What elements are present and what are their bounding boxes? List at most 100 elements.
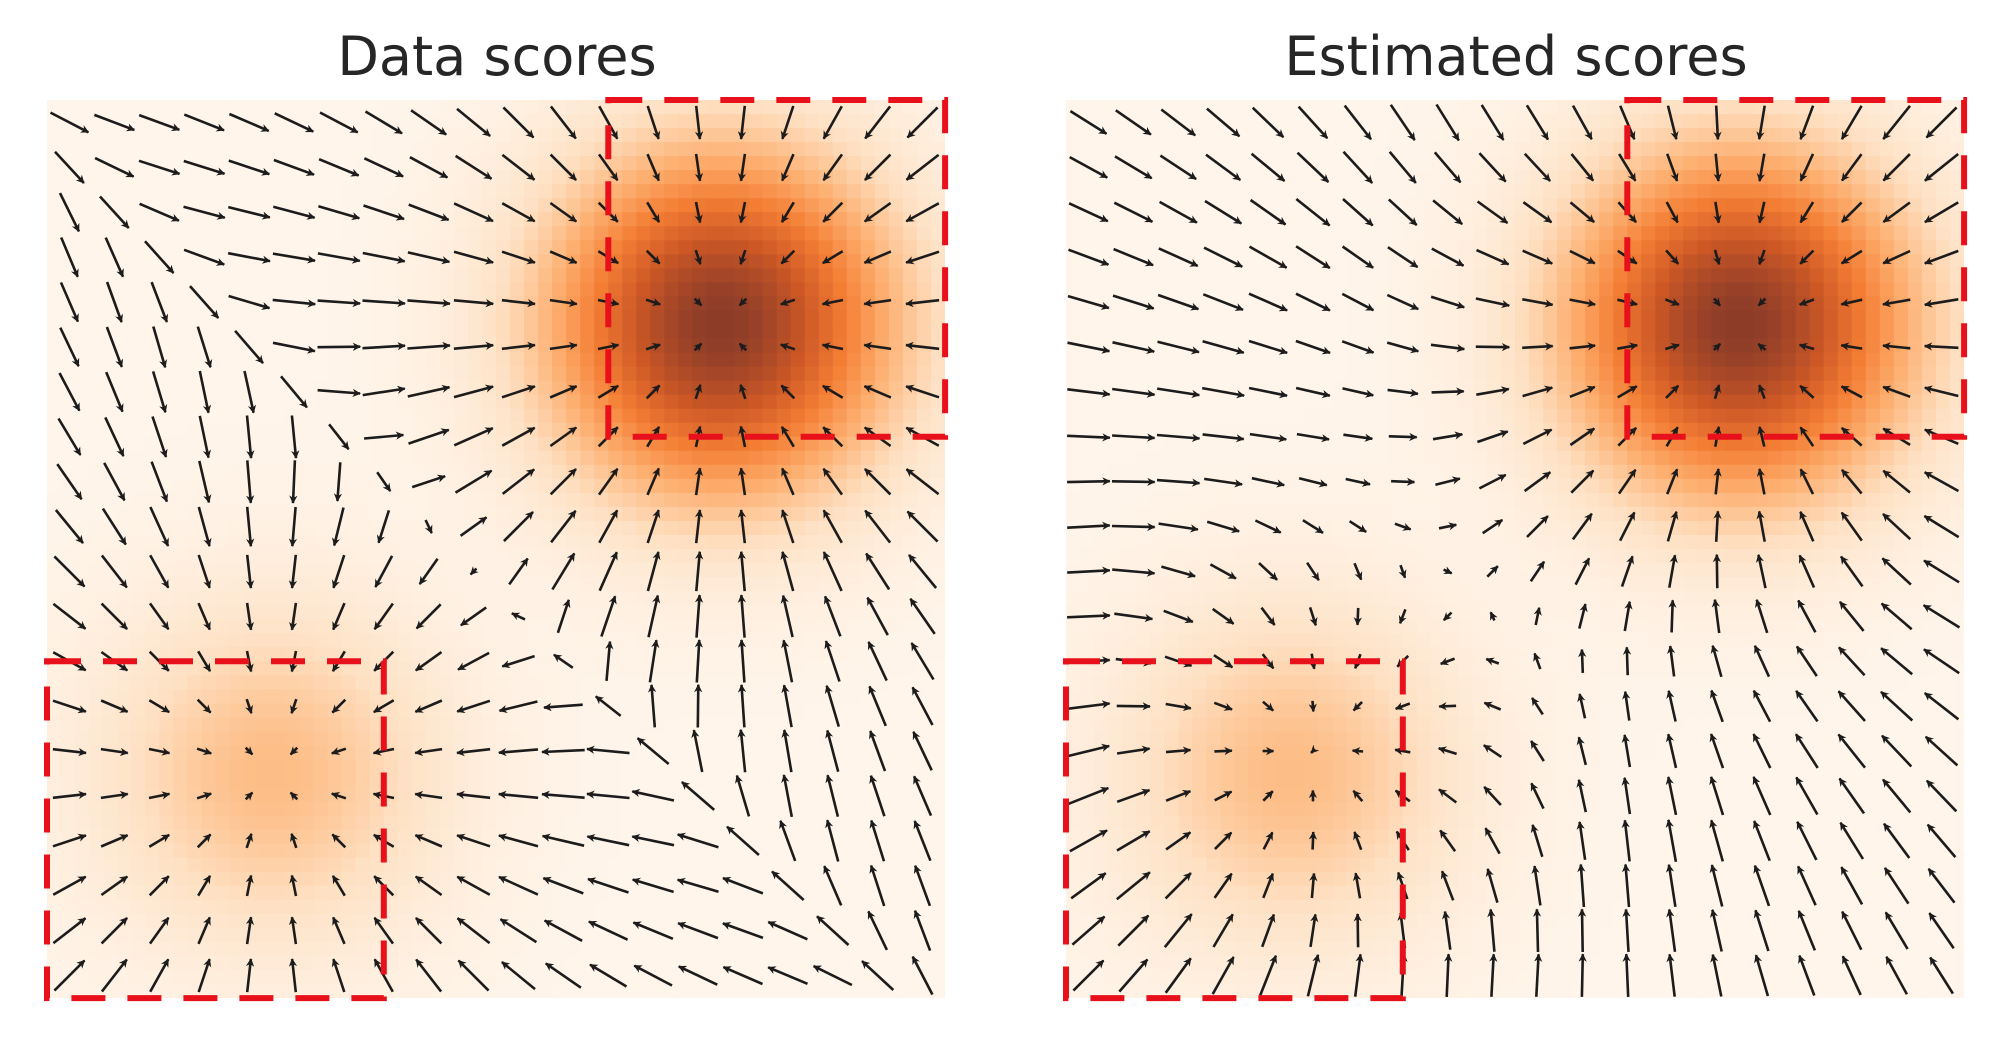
score-arrow: [245, 874, 254, 897]
score-arrow: [693, 297, 703, 307]
score-arrow: [317, 298, 361, 308]
score-arrow: [501, 468, 535, 495]
score-arrow: [1712, 553, 1722, 589]
score-arrow: [1757, 201, 1766, 224]
score-arrow: [1571, 104, 1593, 141]
score-arrow: [456, 107, 491, 138]
score-arrow: [1483, 744, 1503, 758]
score-arrow: [605, 640, 614, 682]
score-arrow: [646, 153, 660, 182]
score-arrow: [738, 201, 747, 224]
score-arrow: [1117, 914, 1150, 947]
score-arrow: [694, 550, 704, 592]
score-arrow: [415, 651, 443, 672]
score-arrow: [498, 700, 538, 714]
score-arrow: [1342, 198, 1374, 227]
score-arrow: [1713, 105, 1722, 141]
score-arrow: [1796, 821, 1818, 861]
score-arrow: [1799, 105, 1815, 140]
score-arrow: [1297, 105, 1329, 140]
score-arrow: [1837, 733, 1867, 769]
score-arrow: [1623, 600, 1633, 632]
score-arrow: [58, 192, 81, 233]
score-arrow: [1437, 746, 1457, 756]
score-arrow: [1840, 468, 1863, 495]
score-arrow: [104, 237, 125, 278]
score-arrow: [1576, 778, 1588, 813]
score-arrow: [149, 554, 170, 589]
score-arrow: [1261, 653, 1275, 670]
score-arrow: [1435, 476, 1461, 486]
score-arrow: [633, 964, 673, 987]
score-arrow: [415, 958, 443, 993]
score-arrow: [1923, 342, 1959, 351]
score-arrow: [1577, 863, 1586, 908]
score-arrow: [1576, 821, 1587, 860]
score-arrow: [331, 554, 346, 589]
score-arrow: [1533, 652, 1542, 670]
score-arrow: [1389, 104, 1416, 141]
score-arrow: [906, 106, 939, 139]
score-arrow: [781, 639, 794, 683]
score-arrow: [1295, 197, 1331, 227]
score-arrow: [148, 602, 170, 631]
score-arrow: [1341, 245, 1374, 269]
score-arrow: [196, 833, 212, 849]
score-arrow: [598, 551, 618, 592]
score-arrow: [1163, 609, 1194, 624]
score-arrow: [737, 153, 747, 182]
score-arrow: [1158, 200, 1198, 224]
score-arrow: [1798, 298, 1815, 307]
score-arrow: [911, 686, 934, 726]
score-arrow: [1882, 298, 1911, 308]
score-arrow: [1431, 387, 1465, 396]
score-arrow: [646, 551, 661, 592]
score-arrow: [1753, 864, 1771, 907]
score-arrow: [542, 876, 584, 895]
score-arrow: [779, 820, 797, 862]
score-arrow: [149, 958, 170, 993]
score-arrow: [598, 105, 619, 140]
score-arrow: [1569, 298, 1596, 308]
score-arrow: [150, 281, 169, 323]
score-arrow: [1211, 607, 1235, 625]
score-arrow: [1667, 645, 1676, 677]
score-arrow: [905, 468, 940, 496]
score-arrow: [1665, 863, 1677, 907]
score-arrow: [1111, 477, 1156, 487]
score-arrow: [1531, 697, 1544, 716]
score-arrow: [317, 388, 361, 398]
score-arrow: [1837, 646, 1866, 677]
score-arrow: [1067, 294, 1110, 310]
score-arrow: [333, 462, 343, 502]
score-arrow: [1923, 648, 1960, 675]
score-arrow: [1841, 910, 1863, 951]
score-arrow: [148, 833, 170, 848]
score-arrow: [909, 598, 936, 635]
score-arrow: [1476, 200, 1509, 225]
score-arrow: [1205, 153, 1242, 182]
score-arrow: [1067, 477, 1111, 486]
score-arrow: [780, 298, 796, 306]
score-arrow: [317, 252, 361, 264]
score-arrow: [198, 460, 212, 504]
score-arrow: [1799, 468, 1815, 495]
score-arrow: [288, 916, 298, 945]
score-arrow: [1114, 155, 1153, 180]
score-arrow: [407, 341, 451, 351]
score-arrow: [456, 790, 491, 800]
score-arrow: [1116, 830, 1151, 852]
score-arrow: [1309, 872, 1318, 899]
score-arrow: [1840, 201, 1863, 224]
score-arrow: [587, 877, 629, 894]
score-arrow: [414, 790, 443, 800]
score-arrow: [1923, 691, 1960, 721]
score-arrow: [457, 651, 490, 671]
score-arrow: [1569, 342, 1596, 351]
score-arrow: [1160, 108, 1196, 137]
score-arrow: [1570, 469, 1595, 494]
score-arrow: [543, 919, 583, 942]
dashed-region-box-2: [1063, 658, 1406, 1002]
score-arrow: [198, 415, 212, 459]
score-arrow: [1576, 736, 1588, 766]
